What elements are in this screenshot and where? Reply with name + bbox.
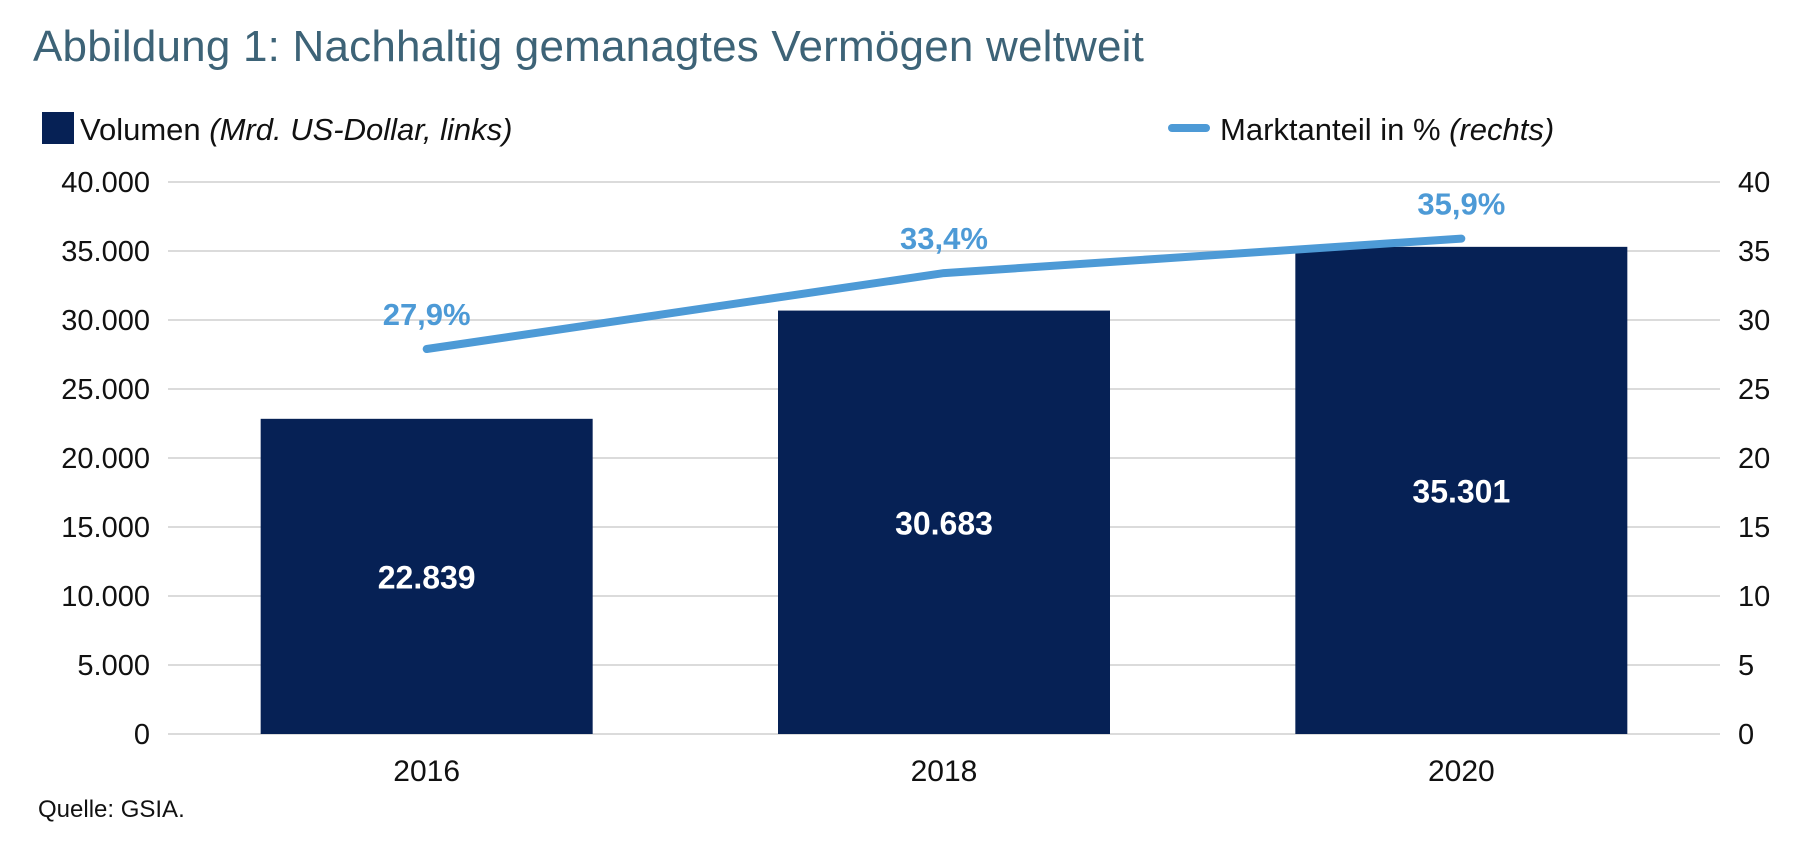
y-right-tick-label: 15 xyxy=(1738,512,1770,544)
y-left-tick-label: 5.000 xyxy=(77,650,150,682)
y-right-tick-label: 25 xyxy=(1738,374,1770,406)
y-right-tick-label: 20 xyxy=(1738,443,1770,475)
y-left-tick-label: 15.000 xyxy=(61,512,150,544)
y-right-tick-label: 30 xyxy=(1738,305,1770,337)
legend-bar-swatch xyxy=(42,112,74,144)
bar-2020 xyxy=(1295,246,1628,735)
line-series: 27,9% 33,4% 35,9% xyxy=(383,187,1505,353)
source-note: Quelle: GSIA. xyxy=(38,796,185,823)
y-left-tick-label: 0 xyxy=(134,719,150,751)
line-value-label: 35,9% xyxy=(1417,187,1505,222)
bar-series: 22.839 30.683 35.301 xyxy=(260,246,1628,735)
y-axis-right: 0 5 10 15 20 25 30 35 40 xyxy=(1738,167,1770,751)
bar-value-label: 22.839 xyxy=(378,559,476,595)
bar-value-label: 30.683 xyxy=(895,505,993,541)
bar-2016 xyxy=(260,418,593,734)
x-tick-label: 2016 xyxy=(393,755,460,788)
x-tick-label: 2018 xyxy=(911,755,978,788)
y-left-tick-label: 10.000 xyxy=(61,581,150,613)
y-left-tick-label: 35.000 xyxy=(61,236,150,268)
page-title: Abbildung 1: Nachhaltig gemanagtes Vermö… xyxy=(33,22,1145,71)
line-value-label: 27,9% xyxy=(383,297,471,332)
legend-line-label: Marktanteil in % (rechts) xyxy=(1220,112,1554,147)
y-right-tick-label: 40 xyxy=(1738,167,1770,199)
y-left-tick-label: 25.000 xyxy=(61,374,150,406)
y-axis-left: 0 5.000 10.000 15.000 20.000 25.000 30.000 35.0… xyxy=(61,167,150,751)
y-right-tick-label: 35 xyxy=(1738,236,1770,268)
line-value-label: 33,4% xyxy=(900,221,988,256)
legend-bar-label: Volumen (Mrd. US-Dollar, links) xyxy=(80,112,512,147)
y-left-tick-label: 40.000 xyxy=(61,167,150,199)
y-left-tick-label: 20.000 xyxy=(61,443,150,475)
x-tick-label: 2020 xyxy=(1428,755,1495,788)
bar-value-label: 35.301 xyxy=(1412,473,1510,509)
y-left-tick-label: 30.000 xyxy=(61,305,150,337)
legend: Volumen (Mrd. US-Dollar, links) Marktante… xyxy=(42,112,1554,147)
y-right-tick-label: 0 xyxy=(1738,719,1754,751)
y-right-tick-label: 5 xyxy=(1738,650,1754,682)
x-axis: 2016 2018 2020 xyxy=(393,755,1494,788)
bar-2018 xyxy=(778,310,1110,734)
y-right-tick-label: 10 xyxy=(1738,581,1770,613)
